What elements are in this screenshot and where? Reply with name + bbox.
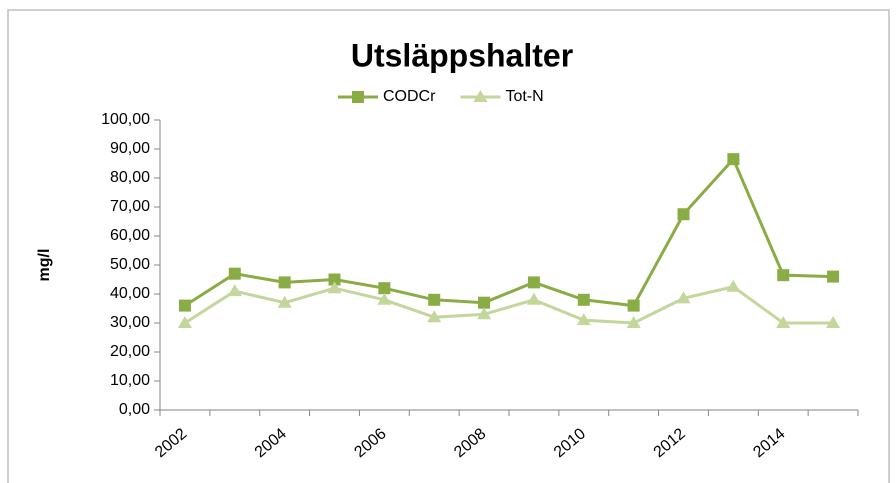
data-point bbox=[527, 276, 540, 289]
data-point bbox=[577, 293, 590, 306]
data-point bbox=[177, 316, 192, 328]
data-point bbox=[178, 299, 191, 312]
data-point bbox=[576, 313, 591, 326]
legend-marker bbox=[473, 90, 488, 102]
y-tick-label: 10,00 bbox=[110, 372, 150, 389]
y-tick-label: 0,00 bbox=[119, 401, 150, 418]
data-point bbox=[328, 273, 341, 286]
y-tick-label: 30,00 bbox=[110, 314, 150, 331]
y-axis-label: mg/l bbox=[36, 249, 53, 282]
data-point bbox=[726, 279, 741, 292]
data-point bbox=[277, 295, 292, 308]
data-point bbox=[627, 299, 640, 312]
data-point bbox=[427, 310, 442, 323]
series-line bbox=[184, 285, 834, 325]
y-tick-label: 60,00 bbox=[110, 227, 150, 244]
legend-marker bbox=[352, 91, 364, 103]
y-tick-label: 100,00 bbox=[101, 111, 150, 128]
legend-label: CODCr bbox=[383, 88, 436, 105]
series-line bbox=[184, 156, 834, 308]
data-point bbox=[327, 281, 342, 294]
data-point bbox=[478, 296, 491, 309]
y-tick-label: 90,00 bbox=[110, 140, 150, 157]
chart-title: Utsläppshalter bbox=[351, 37, 573, 73]
data-point bbox=[278, 276, 291, 289]
data-point bbox=[676, 291, 691, 304]
data-point bbox=[526, 292, 541, 305]
data-point bbox=[477, 307, 492, 320]
data-point bbox=[228, 267, 241, 280]
data-point bbox=[776, 316, 791, 328]
y-tick-label: 50,00 bbox=[110, 256, 150, 273]
chart-frame bbox=[7, 9, 890, 483]
data-point bbox=[626, 316, 641, 328]
data-point bbox=[378, 282, 391, 295]
y-tick-label: 40,00 bbox=[110, 285, 150, 302]
data-point bbox=[827, 270, 840, 283]
data-point bbox=[377, 292, 392, 305]
data-point bbox=[826, 316, 841, 328]
data-point bbox=[727, 153, 740, 166]
y-tick-label: 20,00 bbox=[110, 343, 150, 360]
data-point bbox=[428, 293, 441, 306]
data-point bbox=[227, 284, 242, 297]
legend-label: Tot-N bbox=[505, 88, 543, 105]
y-tick-label: 80,00 bbox=[110, 169, 150, 186]
data-point bbox=[777, 269, 790, 282]
y-tick-label: 70,00 bbox=[110, 198, 150, 215]
data-point bbox=[677, 208, 690, 221]
